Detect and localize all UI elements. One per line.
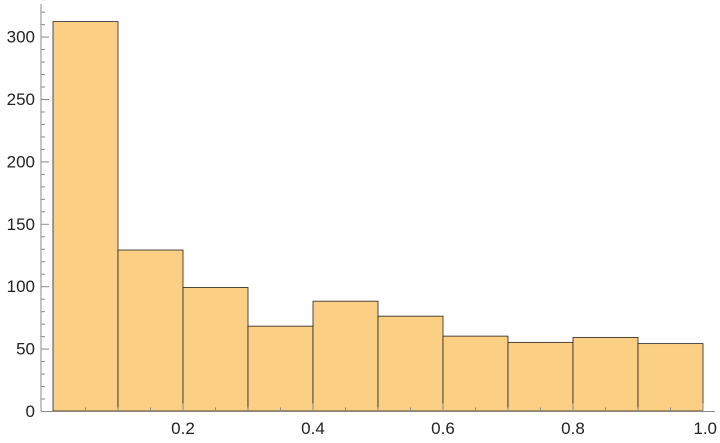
x-tick-label: 0.8 — [561, 419, 585, 438]
y-tick-label: 250 — [7, 90, 35, 109]
histogram-bar — [572, 336, 639, 412]
y-tick-label: 0 — [26, 402, 35, 421]
y-tick-label: 150 — [7, 215, 35, 234]
histogram-bar — [52, 21, 119, 412]
histogram-bar — [312, 300, 379, 412]
x-tick-label: 0.6 — [431, 419, 455, 438]
histogram-bar — [117, 249, 184, 412]
y-tick-label: 200 — [7, 152, 35, 171]
axes-group — [40, 0, 715, 412]
histogram-bar — [507, 341, 574, 412]
y-tick-label: 300 — [7, 28, 35, 47]
histogram-bar — [442, 335, 509, 412]
x-tick-label: 1.0 — [693, 419, 717, 438]
x-tick-label: 0.2 — [171, 419, 195, 438]
y-tick-label: 50 — [16, 340, 35, 359]
histogram-bar — [637, 343, 704, 412]
histogram-bar — [247, 325, 314, 412]
y-tick-label: 100 — [7, 277, 35, 296]
x-tick-label: 0.4 — [301, 419, 325, 438]
histogram-bar — [182, 287, 249, 412]
bars-group — [52, 21, 704, 412]
histogram-bar — [377, 315, 444, 412]
tick-labels-group: 0 50 100 150 200 250 300 0.2 0.4 0.6 0.8 1.0 — [7, 28, 717, 438]
